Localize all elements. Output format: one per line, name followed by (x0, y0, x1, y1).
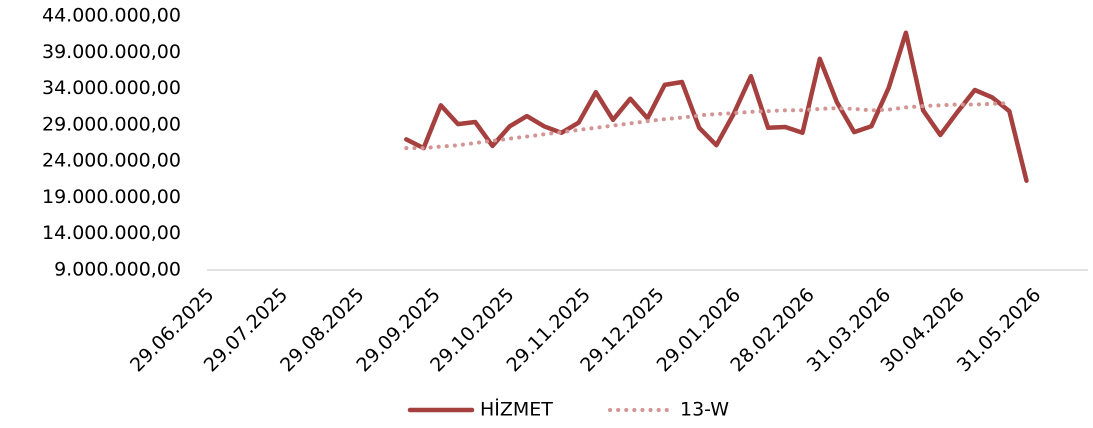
y-tick-label: 24.000.000,00 (42, 150, 181, 172)
legend-label: 13-W (680, 399, 729, 421)
y-tick-label: 44.000.000,00 (42, 5, 181, 27)
legend-label: HİZMET (480, 398, 553, 421)
series-line (404, 101, 1012, 151)
y-tick-label: 9.000.000,00 (54, 259, 181, 281)
y-tick-label: 29.000.000,00 (42, 113, 181, 135)
y-tick-label: 14.000.000,00 (42, 222, 181, 244)
y-tick-label: 19.000.000,00 (42, 186, 181, 208)
y-tick-label: 34.000.000,00 (42, 77, 181, 99)
series-line (404, 30, 1029, 183)
y-tick-label: 39.000.000,00 (42, 41, 181, 63)
